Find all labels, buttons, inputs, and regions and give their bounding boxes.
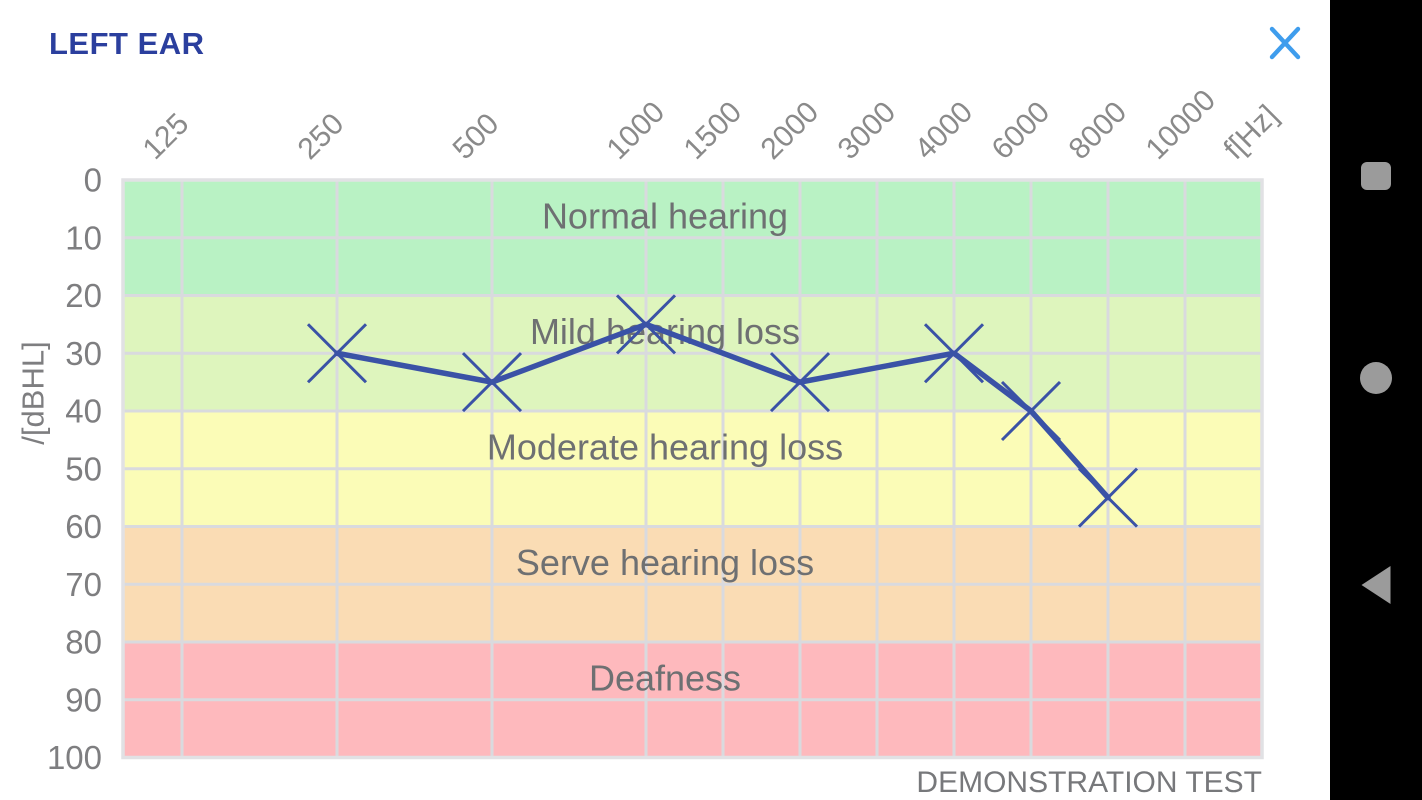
x-marker xyxy=(306,323,368,384)
recents-button[interactable] xyxy=(1330,146,1422,206)
x-marker xyxy=(1000,380,1062,442)
x-marker xyxy=(1077,467,1139,528)
y-tick-label: 60 xyxy=(65,508,102,545)
plot-border xyxy=(121,178,1264,760)
y-tick-label: 70 xyxy=(65,566,102,603)
close-button[interactable] xyxy=(1262,20,1308,66)
recents-square-icon xyxy=(1361,162,1391,190)
band-label: Normal hearing xyxy=(542,196,788,237)
x-tick-label: 500 xyxy=(447,107,506,166)
back-button[interactable] xyxy=(1330,555,1422,615)
x-tick-label: 10000 xyxy=(1140,84,1222,166)
y-tick-label: 40 xyxy=(65,393,102,430)
home-button[interactable] xyxy=(1330,348,1422,408)
x-tick-label: 4000 xyxy=(909,95,980,166)
y-tick-label: 80 xyxy=(65,624,102,661)
x-tick-label: 2000 xyxy=(755,95,826,166)
x-tick-label: 3000 xyxy=(832,95,903,166)
x-tick-label: 6000 xyxy=(986,95,1057,166)
x-marker xyxy=(769,352,831,413)
back-triangle-icon xyxy=(1361,566,1391,604)
x-tick-label: 8000 xyxy=(1063,95,1134,166)
android-nav-bar xyxy=(1330,0,1422,800)
x-tick-label: 1500 xyxy=(678,95,749,166)
demo-watermark: DEMONSTRATION TEST xyxy=(916,766,1262,799)
x-marker xyxy=(923,323,985,384)
band-label: Deafness xyxy=(589,658,741,699)
y-axis-title: /[dBHL] xyxy=(16,341,51,444)
band-label: Moderate hearing loss xyxy=(487,427,843,468)
x-tick-label: 250 xyxy=(292,107,351,166)
x-axis-unit-label: f[Hz] xyxy=(1218,99,1285,166)
y-tick-label: 20 xyxy=(65,277,102,314)
x-tick-label: 125 xyxy=(137,107,196,166)
x-marker xyxy=(615,294,677,355)
y-tick-label: 100 xyxy=(47,739,102,776)
close-icon xyxy=(1269,26,1301,60)
x-marker xyxy=(461,352,523,413)
y-tick-label: 50 xyxy=(65,450,102,487)
y-tick-label: 90 xyxy=(65,681,102,718)
home-circle-icon xyxy=(1360,362,1392,394)
page-title: LEFT EAR xyxy=(49,26,205,61)
x-tick-label: 1000 xyxy=(601,95,672,166)
y-tick-label: 0 xyxy=(84,162,102,199)
y-tick-label: 30 xyxy=(65,335,102,372)
y-tick-label: 10 xyxy=(65,219,102,256)
band-label: Serve hearing loss xyxy=(516,542,814,583)
